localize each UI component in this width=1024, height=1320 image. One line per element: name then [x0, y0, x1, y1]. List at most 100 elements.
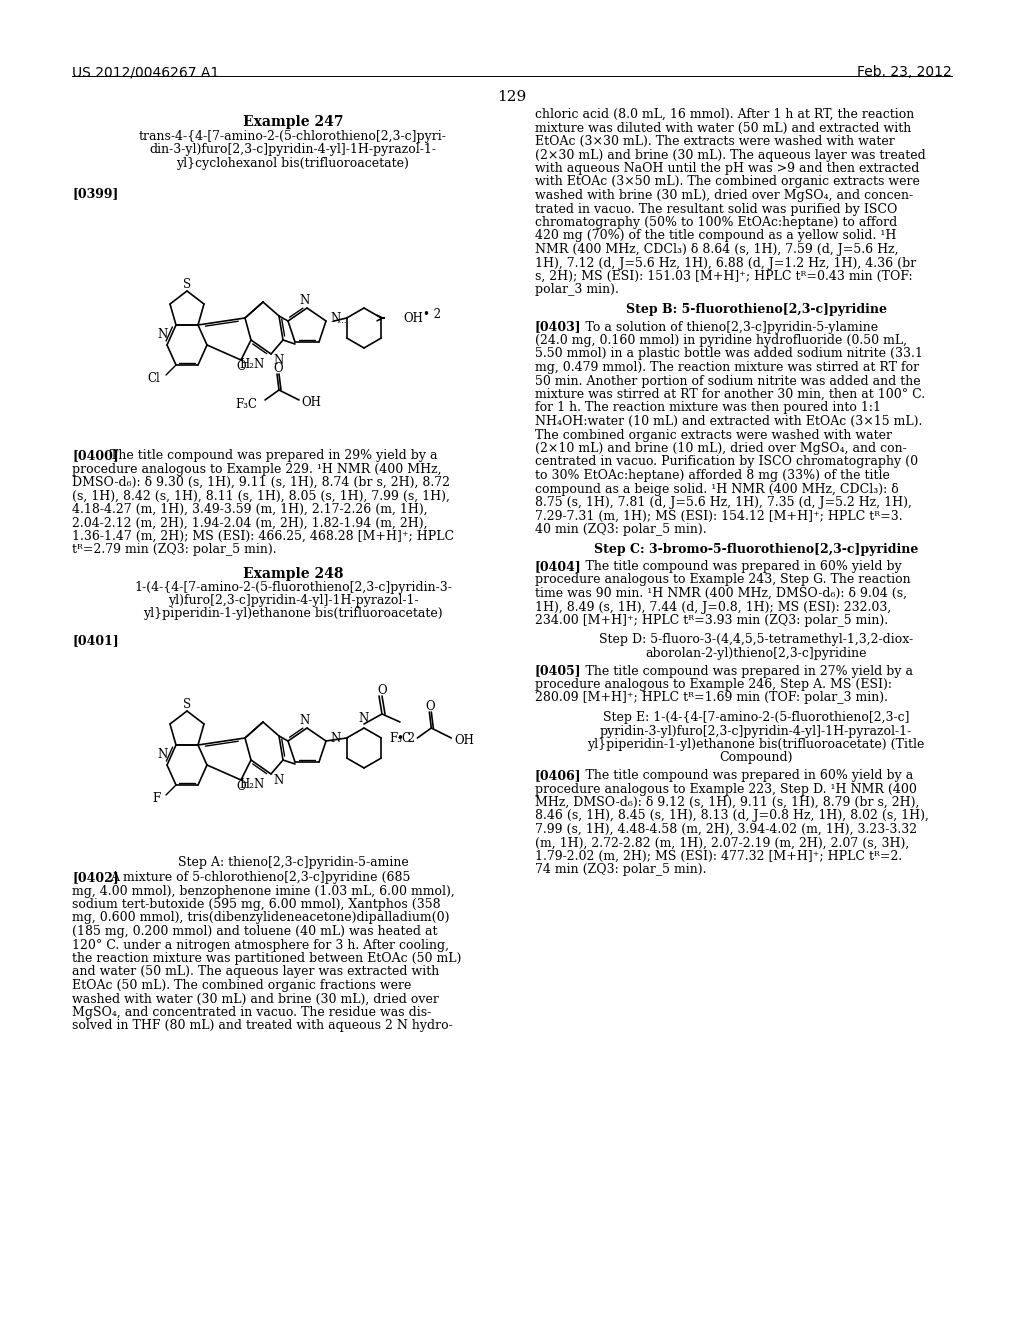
- Text: 5.50 mmol) in a plastic bottle was added sodium nitrite (33.1: 5.50 mmol) in a plastic bottle was added…: [535, 347, 923, 360]
- Text: Feb. 23, 2012: Feb. 23, 2012: [857, 65, 952, 79]
- Text: MgSO₄, and concentrated in vacuo. The residue was dis-: MgSO₄, and concentrated in vacuo. The re…: [72, 1006, 431, 1019]
- Text: [0403]: [0403]: [535, 321, 582, 334]
- Text: yl)furo[2,3-c]pyridin-4-yl]-1H-pyrazol-1-: yl)furo[2,3-c]pyridin-4-yl]-1H-pyrazol-1…: [168, 594, 419, 607]
- Text: N: N: [273, 354, 284, 367]
- Text: washed with water (30 mL) and brine (30 mL), dried over: washed with water (30 mL) and brine (30 …: [72, 993, 439, 1006]
- Text: Example 247: Example 247: [243, 115, 343, 129]
- Text: the reaction mixture was partitioned between EtOAc (50 mL): the reaction mixture was partitioned bet…: [72, 952, 462, 965]
- Text: procedure analogous to Example 223, Step D. ¹H NMR (400: procedure analogous to Example 223, Step…: [535, 783, 916, 796]
- Text: DMSO-d₆): δ 9.30 (s, 1H), 9.11 (s, 1H), 8.74 (br s, 2H), 8.72: DMSO-d₆): δ 9.30 (s, 1H), 9.11 (s, 1H), …: [72, 477, 450, 488]
- Text: S: S: [183, 698, 191, 711]
- Text: polar_3 min).: polar_3 min).: [535, 284, 618, 297]
- Text: Cl: Cl: [147, 372, 160, 385]
- Text: and water (50 mL). The aqueous layer was extracted with: and water (50 mL). The aqueous layer was…: [72, 965, 439, 978]
- Text: EtOAc (3×30 mL). The extracts were washed with water: EtOAc (3×30 mL). The extracts were washe…: [535, 135, 895, 148]
- Text: 2.04-2.12 (m, 2H), 1.94-2.04 (m, 2H), 1.82-1.94 (m, 2H),: 2.04-2.12 (m, 2H), 1.94-2.04 (m, 2H), 1.…: [72, 516, 427, 529]
- Text: s, 2H); MS (ESI): 151.03 [M+H]⁺; HPLC tᴿ=0.43 min (TOF:: s, 2H); MS (ESI): 151.03 [M+H]⁺; HPLC tᴿ…: [535, 271, 912, 282]
- Text: EtOAc (50 mL). The combined organic fractions were: EtOAc (50 mL). The combined organic frac…: [72, 979, 412, 993]
- Text: 8.46 (s, 1H), 8.45 (s, 1H), 8.13 (d, J=0.8 Hz, 1H), 8.02 (s, 1H),: 8.46 (s, 1H), 8.45 (s, 1H), 8.13 (d, J=0…: [535, 809, 929, 822]
- Text: with aqueous NaOH until the pH was >9 and then extracted: with aqueous NaOH until the pH was >9 an…: [535, 162, 920, 176]
- Text: OH: OH: [301, 396, 321, 408]
- Text: Step C: 3-bromo-5-fluorothieno[2,3-c]pyridine: Step C: 3-bromo-5-fluorothieno[2,3-c]pyr…: [594, 543, 919, 556]
- Text: [0399]: [0399]: [72, 187, 119, 201]
- Text: to 30% EtOAc:heptane) afforded 8 mg (33%) of the title: to 30% EtOAc:heptane) afforded 8 mg (33%…: [535, 469, 890, 482]
- Text: [0400]: [0400]: [72, 449, 119, 462]
- Text: 129: 129: [498, 90, 526, 104]
- Text: (24.0 mg, 0.160 mmol) in pyridine hydrofluoride (0.50 mL,: (24.0 mg, 0.160 mmol) in pyridine hydrof…: [535, 334, 907, 347]
- Text: Step A: thieno[2,3-c]pyridin-5-amine: Step A: thieno[2,3-c]pyridin-5-amine: [177, 855, 409, 869]
- Text: S: S: [183, 279, 191, 292]
- Text: F₃C: F₃C: [234, 397, 257, 411]
- Text: procedure analogous to Example 243, Step G. The reaction: procedure analogous to Example 243, Step…: [535, 573, 910, 586]
- Text: H₂N: H₂N: [240, 777, 265, 791]
- Text: sodium tert-butoxide (595 mg, 6.00 mmol), Xantphos (358: sodium tert-butoxide (595 mg, 6.00 mmol)…: [72, 898, 440, 911]
- Text: 4.18-4.27 (m, 1H), 3.49-3.59 (m, 1H), 2.17-2.26 (m, 1H),: 4.18-4.27 (m, 1H), 3.49-3.59 (m, 1H), 2.…: [72, 503, 428, 516]
- Text: [0402]: [0402]: [72, 871, 119, 884]
- Text: mg, 0.600 mmol), tris(dibenzylideneacetone)dipalladium(0): mg, 0.600 mmol), tris(dibenzylideneaceto…: [72, 912, 450, 924]
- Text: procedure analogous to Example 246, Step A. MS (ESI):: procedure analogous to Example 246, Step…: [535, 678, 892, 690]
- Text: Step B: 5-fluorothieno[2,3-c]pyridine: Step B: 5-fluorothieno[2,3-c]pyridine: [626, 304, 887, 315]
- Text: The title compound was prepared in 60% yield by a: The title compound was prepared in 60% y…: [573, 770, 913, 781]
- Text: F: F: [153, 792, 161, 804]
- Text: [0401]: [0401]: [72, 634, 119, 647]
- Text: 1.36-1.47 (m, 2H); MS (ESI): 466.25, 468.28 [M+H]⁺; HPLC: 1.36-1.47 (m, 2H); MS (ESI): 466.25, 468…: [72, 531, 454, 543]
- Text: 1.79-2.02 (m, 2H); MS (ESI): 477.32 [M+H]⁺; HPLC tᴿ=2.: 1.79-2.02 (m, 2H); MS (ESI): 477.32 [M+H…: [535, 850, 902, 863]
- Text: H₂N: H₂N: [240, 358, 265, 371]
- Text: for 1 h. The reaction mixture was then poured into 1:1: for 1 h. The reaction mixture was then p…: [535, 401, 881, 414]
- Text: (m, 1H), 2.72-2.82 (m, 1H), 2.07-2.19 (m, 2H), 2.07 (s, 3H),: (m, 1H), 2.72-2.82 (m, 1H), 2.07-2.19 (m…: [535, 837, 909, 850]
- Text: mixture was diluted with water (50 mL) and extracted with: mixture was diluted with water (50 mL) a…: [535, 121, 911, 135]
- Text: trated in vacuo. The resultant solid was purified by ISCO: trated in vacuo. The resultant solid was…: [535, 202, 897, 215]
- Text: Compound): Compound): [719, 751, 793, 764]
- Text: tᴿ=2.79 min (ZQ3: polar_5 min).: tᴿ=2.79 min (ZQ3: polar_5 min).: [72, 544, 276, 557]
- Text: NH₄OH:water (10 mL) and extracted with EtOAc (3×15 mL).: NH₄OH:water (10 mL) and extracted with E…: [535, 414, 923, 428]
- Text: The title compound was prepared in 29% yield by a: The title compound was prepared in 29% y…: [110, 449, 437, 462]
- Text: [0404]: [0404]: [535, 560, 582, 573]
- Text: din-3-yl)furo[2,3-c]pyridin-4-yl]-1H-pyrazol-1-: din-3-yl)furo[2,3-c]pyridin-4-yl]-1H-pyr…: [150, 144, 436, 157]
- Text: A mixture of 5-chlorothieno[2,3-c]pyridine (685: A mixture of 5-chlorothieno[2,3-c]pyridi…: [110, 871, 411, 884]
- Text: mixture was stirred at RT for another 30 min, then at 100° C.: mixture was stirred at RT for another 30…: [535, 388, 925, 401]
- Text: pyridin-3-yl)furo[2,3-c]pyridin-4-yl]-1H-pyrazol-1-: pyridin-3-yl)furo[2,3-c]pyridin-4-yl]-1H…: [600, 725, 912, 738]
- Text: O: O: [426, 700, 435, 713]
- Text: [0405]: [0405]: [535, 664, 582, 677]
- Text: mg, 4.00 mmol), benzophenone imine (1.03 mL, 6.00 mmol),: mg, 4.00 mmol), benzophenone imine (1.03…: [72, 884, 455, 898]
- Text: (s, 1H), 8.42 (s, 1H), 8.11 (s, 1H), 8.05 (s, 1H), 7.99 (s, 1H),: (s, 1H), 8.42 (s, 1H), 8.11 (s, 1H), 8.0…: [72, 490, 450, 503]
- Text: (185 mg, 0.200 mmol) and toluene (40 mL) was heated at: (185 mg, 0.200 mmol) and toluene (40 mL)…: [72, 925, 437, 939]
- Text: 420 mg (70%) of the title compound as a yellow solid. ¹H: 420 mg (70%) of the title compound as a …: [535, 230, 896, 243]
- Text: N: N: [300, 294, 310, 308]
- Text: yl}piperidin-1-yl)ethanone bis(trifluoroacetate): yl}piperidin-1-yl)ethanone bis(trifluoro…: [143, 607, 442, 620]
- Text: 280.09 [M+H]⁺; HPLC tᴿ=1.69 min (TOF: polar_3 min).: 280.09 [M+H]⁺; HPLC tᴿ=1.69 min (TOF: po…: [535, 692, 888, 705]
- Text: N: N: [300, 714, 310, 727]
- Text: N: N: [330, 313, 340, 326]
- Text: • 2: • 2: [397, 731, 416, 744]
- Text: MHz, DMSO-d₆): δ 9.12 (s, 1H), 9.11 (s, 1H), 8.79 (br s, 2H),: MHz, DMSO-d₆): δ 9.12 (s, 1H), 9.11 (s, …: [535, 796, 920, 809]
- Text: US 2012/0046267 A1: US 2012/0046267 A1: [72, 65, 219, 79]
- Text: O: O: [273, 362, 283, 375]
- Text: NMR (400 MHz, CDCl₃) δ 8.64 (s, 1H), 7.59 (d, J=5.6 Hz,: NMR (400 MHz, CDCl₃) δ 8.64 (s, 1H), 7.5…: [535, 243, 898, 256]
- Text: 234.00 [M+H]⁺; HPLC tᴿ=3.93 min (ZQ3: polar_5 min).: 234.00 [M+H]⁺; HPLC tᴿ=3.93 min (ZQ3: po…: [535, 614, 888, 627]
- Text: O: O: [377, 684, 387, 697]
- Text: 1H), 7.12 (d, J=5.6 Hz, 1H), 6.88 (d, J=1.2 Hz, 1H), 4.36 (br: 1H), 7.12 (d, J=5.6 Hz, 1H), 6.88 (d, J=…: [535, 256, 916, 269]
- Text: N: N: [158, 327, 168, 341]
- Text: 1H), 8.49 (s, 1H), 7.44 (d, J=0.8, 1H); MS (ESI): 232.03,: 1H), 8.49 (s, 1H), 7.44 (d, J=0.8, 1H); …: [535, 601, 891, 614]
- Text: mg, 0.479 mmol). The reaction mixture was stirred at RT for: mg, 0.479 mmol). The reaction mixture wa…: [535, 360, 920, 374]
- Text: N: N: [330, 733, 340, 746]
- Text: N: N: [358, 713, 369, 726]
- Text: ....: ....: [336, 317, 346, 325]
- Text: solved in THF (80 mL) and treated with aqueous 2 N hydro-: solved in THF (80 mL) and treated with a…: [72, 1019, 453, 1032]
- Text: chloric acid (8.0 mL, 16 mmol). After 1 h at RT, the reaction: chloric acid (8.0 mL, 16 mmol). After 1 …: [535, 108, 914, 121]
- Text: (2×10 mL) and brine (10 mL), dried over MgSO₄, and con-: (2×10 mL) and brine (10 mL), dried over …: [535, 442, 906, 455]
- Text: OH: OH: [403, 312, 423, 325]
- Text: trans-4-{4-[7-amino-2-(5-chlorothieno[2,3-c]pyri-: trans-4-{4-[7-amino-2-(5-chlorothieno[2,…: [139, 129, 446, 143]
- Text: procedure analogous to Example 229. ¹H NMR (400 MHz,: procedure analogous to Example 229. ¹H N…: [72, 462, 441, 475]
- Text: • 2: • 2: [423, 308, 441, 321]
- Text: [0406]: [0406]: [535, 770, 582, 781]
- Text: compound as a beige solid. ¹H NMR (400 MHz, CDCl₃): δ: compound as a beige solid. ¹H NMR (400 M…: [535, 483, 899, 495]
- Text: washed with brine (30 mL), dried over MgSO₄, and concen-: washed with brine (30 mL), dried over Mg…: [535, 189, 913, 202]
- Text: O: O: [237, 359, 246, 372]
- Text: (2×30 mL) and brine (30 mL). The aqueous layer was treated: (2×30 mL) and brine (30 mL). The aqueous…: [535, 149, 926, 161]
- Text: 120° C. under a nitrogen atmosphere for 3 h. After cooling,: 120° C. under a nitrogen atmosphere for …: [72, 939, 449, 952]
- Text: with EtOAc (3×50 mL). The combined organic extracts were: with EtOAc (3×50 mL). The combined organ…: [535, 176, 920, 189]
- Text: chromatography (50% to 100% EtOAc:heptane) to afford: chromatography (50% to 100% EtOAc:heptan…: [535, 216, 897, 228]
- Text: O: O: [237, 780, 246, 792]
- Text: The title compound was prepared in 27% yield by a: The title compound was prepared in 27% y…: [573, 664, 913, 677]
